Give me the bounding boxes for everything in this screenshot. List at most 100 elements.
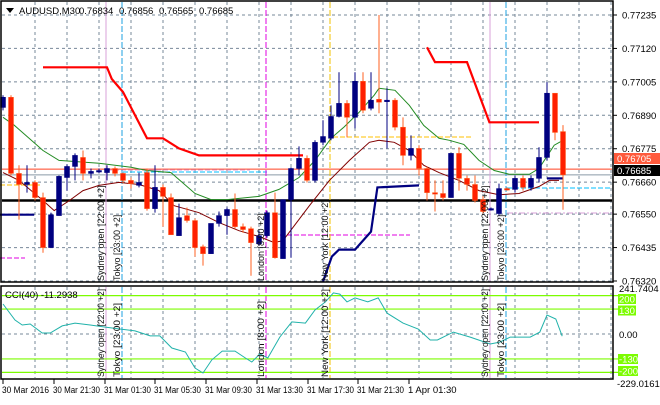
candle-body (464, 178, 470, 185)
candle (440, 180, 446, 201)
price-tag-bid: 0.76705 (614, 153, 660, 165)
candle-body (360, 81, 366, 111)
candle (376, 15, 382, 114)
candle-body (224, 209, 230, 216)
price-tag-current: 0.76685 (614, 165, 660, 177)
cci-axis: 241.7404 200 130 0.00 -130 -200 -229.016… (617, 284, 660, 390)
candle-body (480, 199, 486, 212)
cci-session-label-sydney: Sydney open [22:00 +2] (96, 289, 106, 377)
candle-body (32, 182, 38, 198)
time-label: 31 Mar 09:30 (205, 385, 252, 396)
candle-body (488, 208, 494, 211)
candle (144, 168, 150, 211)
time-ticks (2, 379, 410, 384)
candle (288, 167, 294, 258)
candle-body (96, 170, 102, 173)
candle (528, 175, 534, 191)
candle (328, 105, 334, 141)
candle-body (64, 166, 70, 178)
candle (256, 230, 262, 246)
cci-level-130-label: 130 (619, 306, 635, 317)
candle (216, 211, 222, 227)
candle (472, 175, 478, 203)
cci-session-label-london: London [8:00 +2] (256, 301, 266, 377)
cci-level-200-tag (618, 294, 636, 304)
candle-body (496, 188, 502, 214)
cci-level-minus200-label: -200 (619, 367, 638, 378)
candle-body (552, 92, 558, 133)
candle (464, 175, 470, 191)
candle-body (528, 178, 534, 188)
cci-line (2, 292, 563, 374)
candle (104, 165, 110, 181)
candle (112, 166, 118, 177)
candle (240, 223, 246, 233)
candle (312, 140, 318, 183)
session-label-london: London [8:00 +2] (256, 213, 266, 281)
time-axis: 30 Mar 2016 30 Mar 21:30 31 Mar 01:30 31… (2, 385, 457, 396)
cci-session-label-tokyo: Tokyo [23:00 +2] (112, 303, 122, 377)
candle-body (320, 136, 326, 143)
indicator-overlays (0, 46, 564, 282)
candle-body (112, 168, 118, 174)
candle-body (544, 92, 550, 158)
candle (320, 120, 326, 146)
candle-body (240, 226, 246, 230)
price-tick-label: 0.76660 (622, 178, 656, 189)
candle-body (384, 99, 390, 102)
candle (16, 165, 22, 220)
candle-body (192, 220, 198, 248)
candle-body (216, 215, 222, 224)
candle (120, 172, 126, 184)
candle (176, 203, 182, 236)
chart-header: AUDUSD,M30 0.76834 0.76856 0.76565 0.766… (6, 6, 233, 17)
price-tick-label: 0.76550 (622, 210, 656, 221)
candle-body (264, 212, 270, 236)
candle-body (536, 157, 542, 179)
candle (448, 153, 454, 198)
candle-body (248, 228, 254, 243)
candle (456, 147, 462, 191)
session-label-tokyo: Tokyo [23:00 +2] (112, 215, 122, 281)
candle (128, 177, 134, 189)
time-label: 31 Mar 05:30 (154, 385, 201, 396)
upper-band-line (426, 46, 539, 124)
triangle-down-icon[interactable] (6, 8, 14, 13)
ma-slow-line (2, 139, 559, 244)
time-label: 31 Mar 21:30 (357, 385, 404, 396)
ma-fast-line (2, 87, 564, 201)
candle-body (504, 188, 510, 191)
candle (336, 72, 342, 118)
cci-level-130-tag (618, 305, 636, 316)
candle-body (168, 197, 174, 236)
candle-body (8, 97, 14, 174)
candle-body (48, 214, 54, 248)
session-labels-main: Sydney open [22:00 +2] Tokyo [23:00 +2] … (96, 186, 506, 281)
candle (384, 88, 390, 149)
candle-body (368, 99, 374, 109)
candle-body (424, 168, 430, 193)
candle-body (184, 215, 190, 221)
price-tick-label: 0.76890 (622, 111, 656, 122)
candle (136, 172, 142, 188)
candle (416, 145, 422, 176)
cci-max-label: 241.7404 (619, 284, 659, 295)
price-tick-label: 0.76320 (622, 277, 656, 288)
lower-band-line (321, 184, 420, 282)
candle-body (208, 223, 214, 254)
candle (400, 117, 406, 166)
candle (368, 72, 374, 111)
candle (80, 150, 86, 181)
cci-level-minus200-tag (618, 366, 638, 376)
candle-body (328, 116, 334, 139)
price-axis: 0.77235 0.77120 0.77005 0.76890 0.76775 0.766… (613, 11, 656, 288)
candle (88, 168, 94, 179)
candle-body (272, 212, 278, 258)
candle-body (312, 142, 318, 181)
price-tag-bid-bg (614, 153, 660, 164)
candle (488, 207, 494, 211)
candle (360, 72, 366, 114)
candle-body (560, 131, 566, 176)
candle (536, 147, 542, 183)
